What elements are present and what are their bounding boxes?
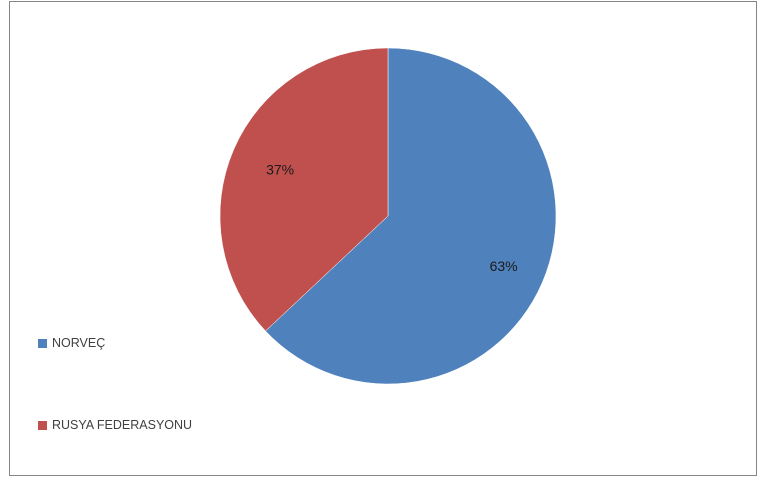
data-label-norvec: 63% (490, 258, 518, 274)
legend-item-norvec: NORVEÇ (38, 336, 105, 350)
pie-slice-rusya-federasyonu (219, 47, 389, 332)
legend-label-norvec: NORVEÇ (52, 336, 106, 350)
legend-swatch-norvec (38, 338, 47, 348)
pie-data-labels: 63% 37% (266, 161, 518, 274)
legend-item-rusya-federasyonu: RUSYA FEDERASYONU (38, 418, 192, 432)
legend-swatch-rusya-federasyonu (38, 420, 47, 430)
data-label-rusya-federasyonu: 37% (266, 161, 294, 177)
pie-slice-norvec (265, 47, 557, 385)
legend-label-rusya-federasyonu: RUSYA FEDERASYONU (52, 418, 193, 432)
pie-slices (219, 47, 557, 385)
